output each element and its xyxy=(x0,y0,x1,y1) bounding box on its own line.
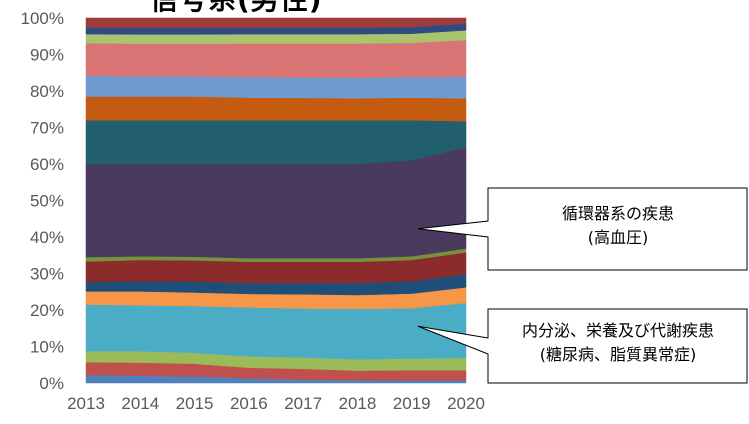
x-tick-label: 2017 xyxy=(284,394,322,413)
callout-box-2 xyxy=(417,308,748,384)
x-tick-label: 2016 xyxy=(230,394,268,413)
y-axis: 0% 10% 20% 30% 40% 50% 60% 70% 80% 90% 100% xyxy=(21,9,64,393)
y-tick-label: 80% xyxy=(30,82,64,101)
callout-line: (糖尿病、脂質異常症) xyxy=(539,345,697,364)
chart-title-fragment: 信号系(男性) xyxy=(150,0,323,18)
x-axis: 2013 2014 2015 2016 2017 2018 2019 2020 xyxy=(67,394,485,413)
area-series-11 xyxy=(85,96,467,122)
area-series-4 xyxy=(85,302,467,360)
x-tick-label: 2013 xyxy=(67,394,105,413)
y-tick-label: 20% xyxy=(30,301,64,320)
y-tick-label: 90% xyxy=(30,46,64,65)
y-tick-label: 40% xyxy=(30,228,64,247)
area-series-13 xyxy=(85,39,467,79)
x-tick-label: 2015 xyxy=(176,394,214,413)
y-tick-label: 70% xyxy=(30,119,64,138)
callout-line: 循環器系の疾患 xyxy=(561,204,674,223)
x-tick-label: 2018 xyxy=(339,394,377,413)
callout-label-endocrine: 内分泌、栄養及び代謝疾患 (糖尿病、脂質異常症) xyxy=(488,319,748,367)
callout-line: 内分泌、栄養及び代謝疾患 xyxy=(521,321,714,340)
stacked-areas xyxy=(85,17,467,384)
callout-label-circulatory: 循環器系の疾患 (高血圧) xyxy=(488,202,748,250)
area-series-10 xyxy=(85,119,467,165)
area-series-12 xyxy=(85,75,467,99)
y-tick-label: 50% xyxy=(30,192,64,211)
area-series-16 xyxy=(85,17,467,29)
callout-line: (高血圧) xyxy=(587,228,649,247)
y-tick-label: 0% xyxy=(39,374,64,393)
y-tick-label: 10% xyxy=(30,338,64,357)
x-tick-label: 2019 xyxy=(393,394,431,413)
x-tick-label: 2020 xyxy=(447,394,485,413)
y-tick-label: 30% xyxy=(30,265,64,284)
y-tick-label: 60% xyxy=(30,155,64,174)
x-tick-label: 2014 xyxy=(121,394,159,413)
callout-box-1 xyxy=(417,187,748,271)
y-tick-label: 100% xyxy=(21,9,64,28)
callouts xyxy=(417,187,748,384)
